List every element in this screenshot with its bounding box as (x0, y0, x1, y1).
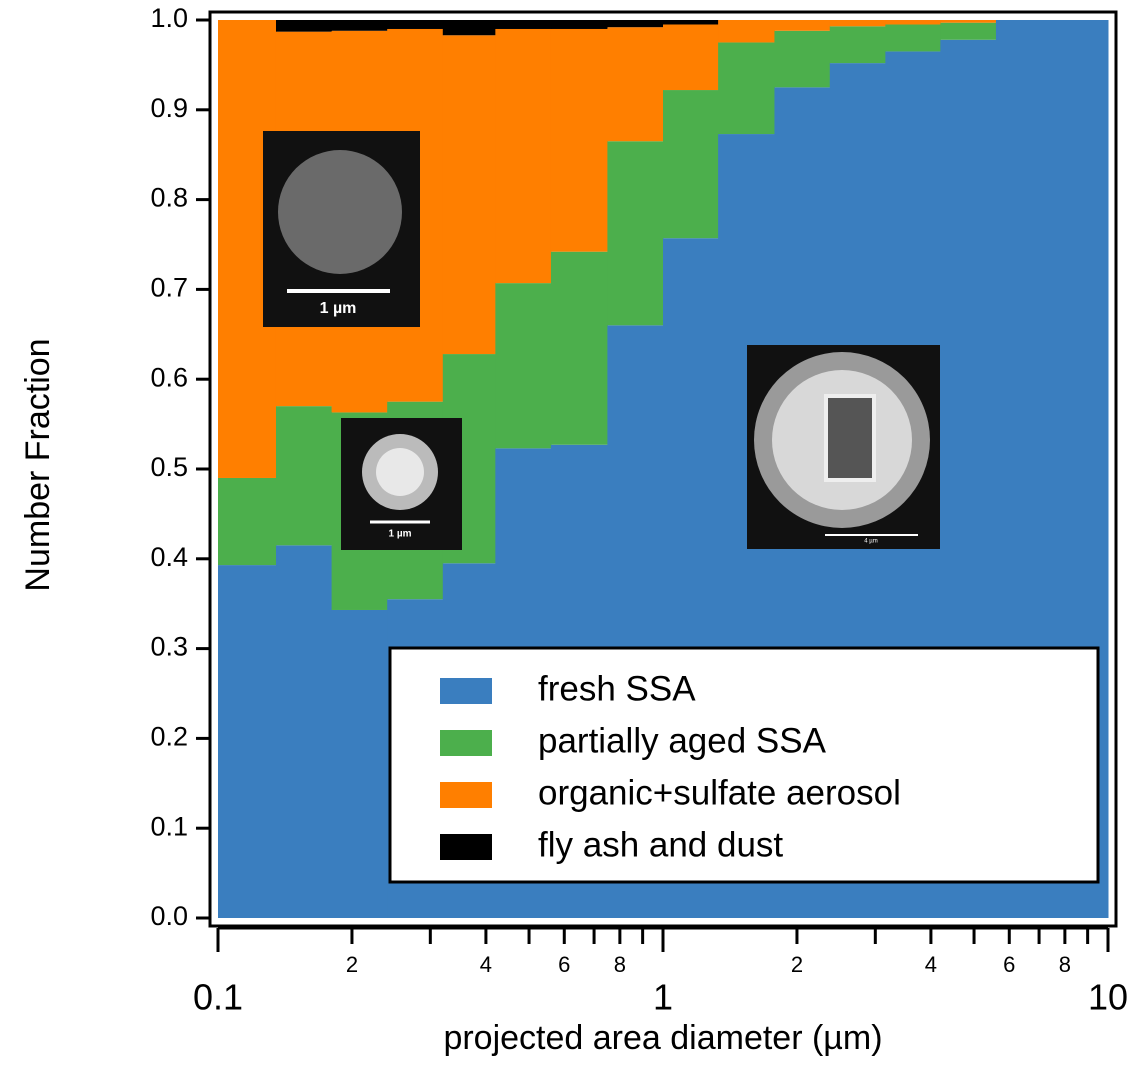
bar-segment (551, 29, 608, 252)
x-tick-label: 8 (1059, 952, 1071, 977)
bar-segment (718, 20, 775, 42)
y-tick-label: 0.3 (150, 632, 188, 662)
bar-segment (443, 35, 496, 354)
particle-core (376, 448, 424, 496)
bar-segment (663, 90, 719, 238)
bar-segment (495, 29, 551, 283)
y-tick-label: 0.4 (150, 542, 188, 572)
bar-segment (551, 252, 608, 445)
x-tick-label: 0.1 (193, 977, 243, 1018)
inset-image: 1 µm (341, 418, 462, 550)
x-tick-label: 6 (1003, 952, 1015, 977)
bar-segment (830, 26, 886, 63)
bar-segment (830, 20, 886, 26)
legend-label: fly ash and dust (538, 825, 783, 864)
x-tick-label: 4 (480, 952, 492, 977)
y-axis-title: Number Fraction (19, 338, 57, 591)
bar-segment (885, 20, 940, 24)
y-tick-label: 0.7 (150, 273, 188, 303)
bar-segment (774, 20, 830, 31)
bar-segment (885, 24, 940, 51)
bar-segment (495, 20, 551, 29)
y-tick-label: 0.2 (150, 722, 188, 752)
bar-segment (276, 545, 332, 918)
bar-segment (332, 20, 388, 31)
x-tick-label: 8 (614, 952, 626, 977)
inset-image: 4 µm (747, 345, 940, 549)
x-tick-label: 10 (1088, 977, 1128, 1018)
x-tick-label: 4 (925, 952, 937, 977)
legend-label: partially aged SSA (538, 721, 827, 760)
legend-swatch (440, 782, 492, 808)
bar-segment (607, 141, 663, 325)
crystal (826, 396, 874, 480)
legend-swatch (440, 834, 492, 860)
x-tick-label: 2 (791, 952, 803, 977)
bar-segment (607, 27, 663, 141)
legend-label: fresh SSA (538, 669, 696, 708)
particle (278, 150, 402, 274)
bar-segment (218, 478, 276, 565)
scale-label: 1 µm (389, 529, 412, 540)
bar-segment (332, 610, 388, 918)
bar-segment (551, 20, 608, 29)
y-tick-label: 0.6 (150, 362, 188, 392)
bar-segment (663, 20, 719, 24)
y-tick-label: 0.0 (150, 901, 188, 931)
chart: 1 µm 1 µm 4 µm 0.0 0.1 0.2 0.3 0.4 0.5 0.6 0.7 0… (0, 0, 1139, 1062)
bar-segment (940, 20, 996, 23)
legend: fresh SSA partially aged SSA organic+sulfa… (390, 648, 1098, 882)
x-tick-label: 1 (653, 977, 673, 1018)
y-tick-label: 0.9 (150, 93, 188, 123)
x-axis-title: projected area diameter (µm) (443, 1019, 882, 1057)
bar-segment (443, 20, 496, 35)
bar-segment (663, 24, 719, 90)
legend-swatch (440, 730, 492, 756)
x-tick-label: 2 (346, 952, 358, 977)
bar-segment (718, 42, 775, 134)
bar-segment (276, 406, 332, 545)
x-tick-label: 6 (558, 952, 570, 977)
legend-swatch (440, 678, 492, 704)
scale-label: 1 µm (320, 300, 357, 317)
y-tick-label: 1.0 (150, 3, 188, 33)
legend-label: organic+sulfate aerosol (538, 773, 901, 812)
bar-segment (218, 565, 276, 918)
bar-segment (940, 23, 996, 40)
y-tick-label: 0.1 (150, 811, 188, 841)
bar-segment (495, 283, 551, 448)
bar-segment (607, 20, 663, 27)
y-tick-label: 0.5 (150, 452, 188, 482)
bar-segment (774, 31, 830, 88)
bar-segment (276, 20, 332, 32)
bar-segment (387, 20, 443, 29)
y-tick-label: 0.8 (150, 183, 188, 213)
inset-image: 1 µm (263, 131, 420, 327)
scale-label: 4 µm (864, 539, 877, 545)
